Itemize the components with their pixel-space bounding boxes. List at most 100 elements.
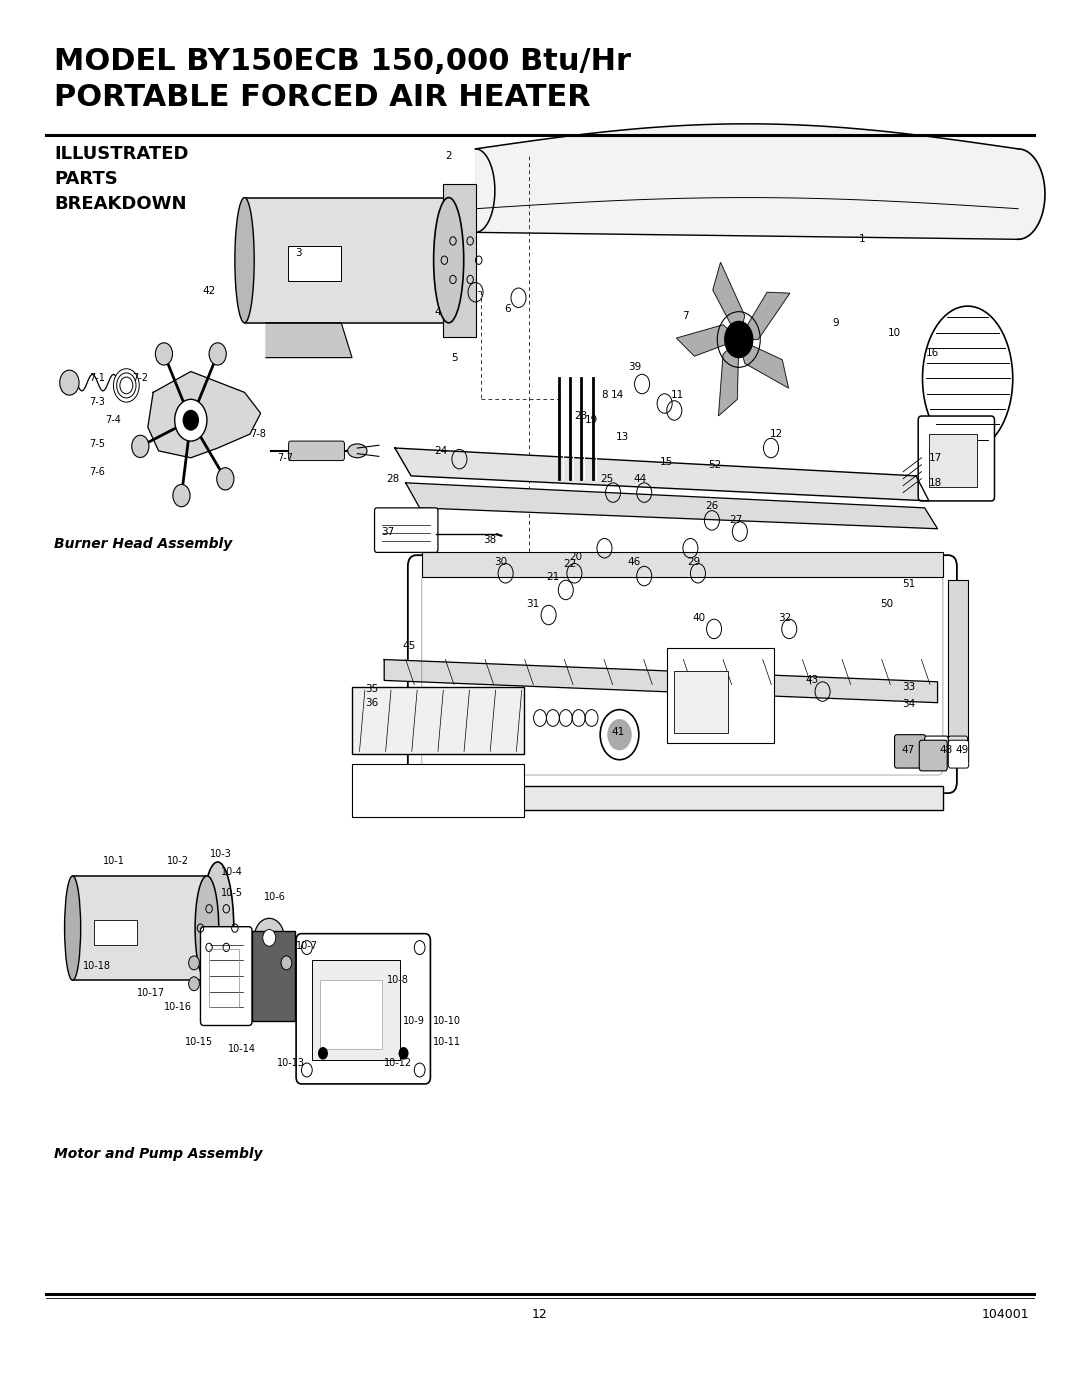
FancyBboxPatch shape xyxy=(288,441,345,461)
Text: 10-10: 10-10 xyxy=(432,1016,460,1027)
FancyBboxPatch shape xyxy=(918,416,995,502)
FancyBboxPatch shape xyxy=(924,736,948,764)
Text: 20: 20 xyxy=(569,552,582,562)
Text: PARTS: PARTS xyxy=(54,170,118,187)
Text: 16: 16 xyxy=(926,348,939,359)
Text: 9: 9 xyxy=(833,317,839,328)
Text: 10-9: 10-9 xyxy=(403,1016,426,1027)
FancyBboxPatch shape xyxy=(919,740,947,771)
Circle shape xyxy=(175,400,207,441)
Text: 28: 28 xyxy=(387,474,400,483)
Text: 11: 11 xyxy=(671,390,684,400)
Circle shape xyxy=(281,956,292,970)
Polygon shape xyxy=(676,324,739,356)
Ellipse shape xyxy=(65,876,81,981)
Bar xyxy=(352,687,524,754)
Text: 47: 47 xyxy=(902,745,915,754)
Text: 13: 13 xyxy=(616,432,630,441)
Text: 3: 3 xyxy=(295,249,301,258)
Bar xyxy=(72,876,207,981)
Text: 7-3: 7-3 xyxy=(90,397,105,407)
Text: 7: 7 xyxy=(681,312,688,321)
Ellipse shape xyxy=(348,444,367,458)
Polygon shape xyxy=(406,483,937,528)
Text: 1: 1 xyxy=(859,235,866,244)
Circle shape xyxy=(400,1048,408,1059)
Polygon shape xyxy=(739,339,788,388)
Bar xyxy=(443,183,475,337)
Text: 30: 30 xyxy=(494,557,507,567)
Text: 10-6: 10-6 xyxy=(264,893,285,902)
Text: 36: 36 xyxy=(365,697,378,708)
Text: 10-11: 10-11 xyxy=(432,1037,460,1048)
Text: 24: 24 xyxy=(434,446,448,455)
FancyBboxPatch shape xyxy=(948,740,969,768)
Polygon shape xyxy=(384,659,937,703)
Text: 7-8: 7-8 xyxy=(251,429,267,439)
Bar xyxy=(666,648,774,743)
Text: 10-1: 10-1 xyxy=(103,856,124,866)
Polygon shape xyxy=(713,263,745,339)
FancyBboxPatch shape xyxy=(201,926,252,1025)
Text: 44: 44 xyxy=(633,474,647,483)
Text: 39: 39 xyxy=(627,362,642,373)
Text: 2: 2 xyxy=(445,151,453,161)
Text: Motor and Pump Assembly: Motor and Pump Assembly xyxy=(54,1147,262,1161)
Text: 10: 10 xyxy=(888,327,901,338)
Circle shape xyxy=(254,918,284,957)
FancyBboxPatch shape xyxy=(408,555,957,793)
Circle shape xyxy=(189,956,200,970)
Text: ILLUSTRATED: ILLUSTRATED xyxy=(54,145,189,162)
Polygon shape xyxy=(718,339,739,416)
Ellipse shape xyxy=(434,197,463,323)
Text: 51: 51 xyxy=(902,580,915,590)
Bar xyxy=(948,580,968,761)
Circle shape xyxy=(217,468,234,490)
Text: 104001: 104001 xyxy=(982,1308,1029,1322)
Text: Burner Head Assembly: Burner Head Assembly xyxy=(54,536,232,550)
Text: 49: 49 xyxy=(956,745,969,754)
Circle shape xyxy=(132,436,149,457)
Text: 19: 19 xyxy=(585,415,598,425)
Text: 8: 8 xyxy=(602,390,608,400)
Text: MODEL BY150ECB 150,000 Btu/Hr: MODEL BY150ECB 150,000 Btu/Hr xyxy=(54,47,632,77)
Ellipse shape xyxy=(195,876,219,981)
Bar xyxy=(929,434,977,488)
Text: 45: 45 xyxy=(402,641,416,651)
Text: 10-13: 10-13 xyxy=(276,1058,305,1069)
Circle shape xyxy=(120,377,133,394)
Text: BREAKDOWN: BREAKDOWN xyxy=(54,194,187,212)
Text: 32: 32 xyxy=(779,613,792,623)
Text: 10-16: 10-16 xyxy=(164,1003,192,1013)
Ellipse shape xyxy=(202,862,233,995)
Text: 14: 14 xyxy=(610,390,624,400)
Text: 10-2: 10-2 xyxy=(167,856,189,866)
Circle shape xyxy=(262,929,275,946)
Circle shape xyxy=(210,342,227,365)
Polygon shape xyxy=(148,372,260,458)
Text: 38: 38 xyxy=(483,535,496,545)
Text: 7-6: 7-6 xyxy=(90,467,105,476)
FancyBboxPatch shape xyxy=(296,933,431,1084)
Circle shape xyxy=(59,370,79,395)
Text: 10-5: 10-5 xyxy=(220,888,243,898)
Polygon shape xyxy=(395,448,929,502)
Circle shape xyxy=(319,1048,327,1059)
Circle shape xyxy=(608,719,632,750)
Text: PORTABLE FORCED AIR HEATER: PORTABLE FORCED AIR HEATER xyxy=(54,84,591,113)
Circle shape xyxy=(156,342,173,365)
Polygon shape xyxy=(475,124,1045,239)
Text: 41: 41 xyxy=(611,726,625,736)
Text: 21: 21 xyxy=(546,573,559,583)
Text: 7-4: 7-4 xyxy=(106,415,121,425)
Bar xyxy=(320,979,382,1049)
Text: 17: 17 xyxy=(929,453,942,462)
Circle shape xyxy=(725,321,753,358)
Text: 34: 34 xyxy=(902,698,915,710)
Text: 7-1: 7-1 xyxy=(90,373,105,383)
Circle shape xyxy=(184,411,199,430)
Circle shape xyxy=(173,485,190,507)
Circle shape xyxy=(117,373,136,398)
Text: 12: 12 xyxy=(532,1308,548,1322)
Text: 12: 12 xyxy=(770,429,783,439)
